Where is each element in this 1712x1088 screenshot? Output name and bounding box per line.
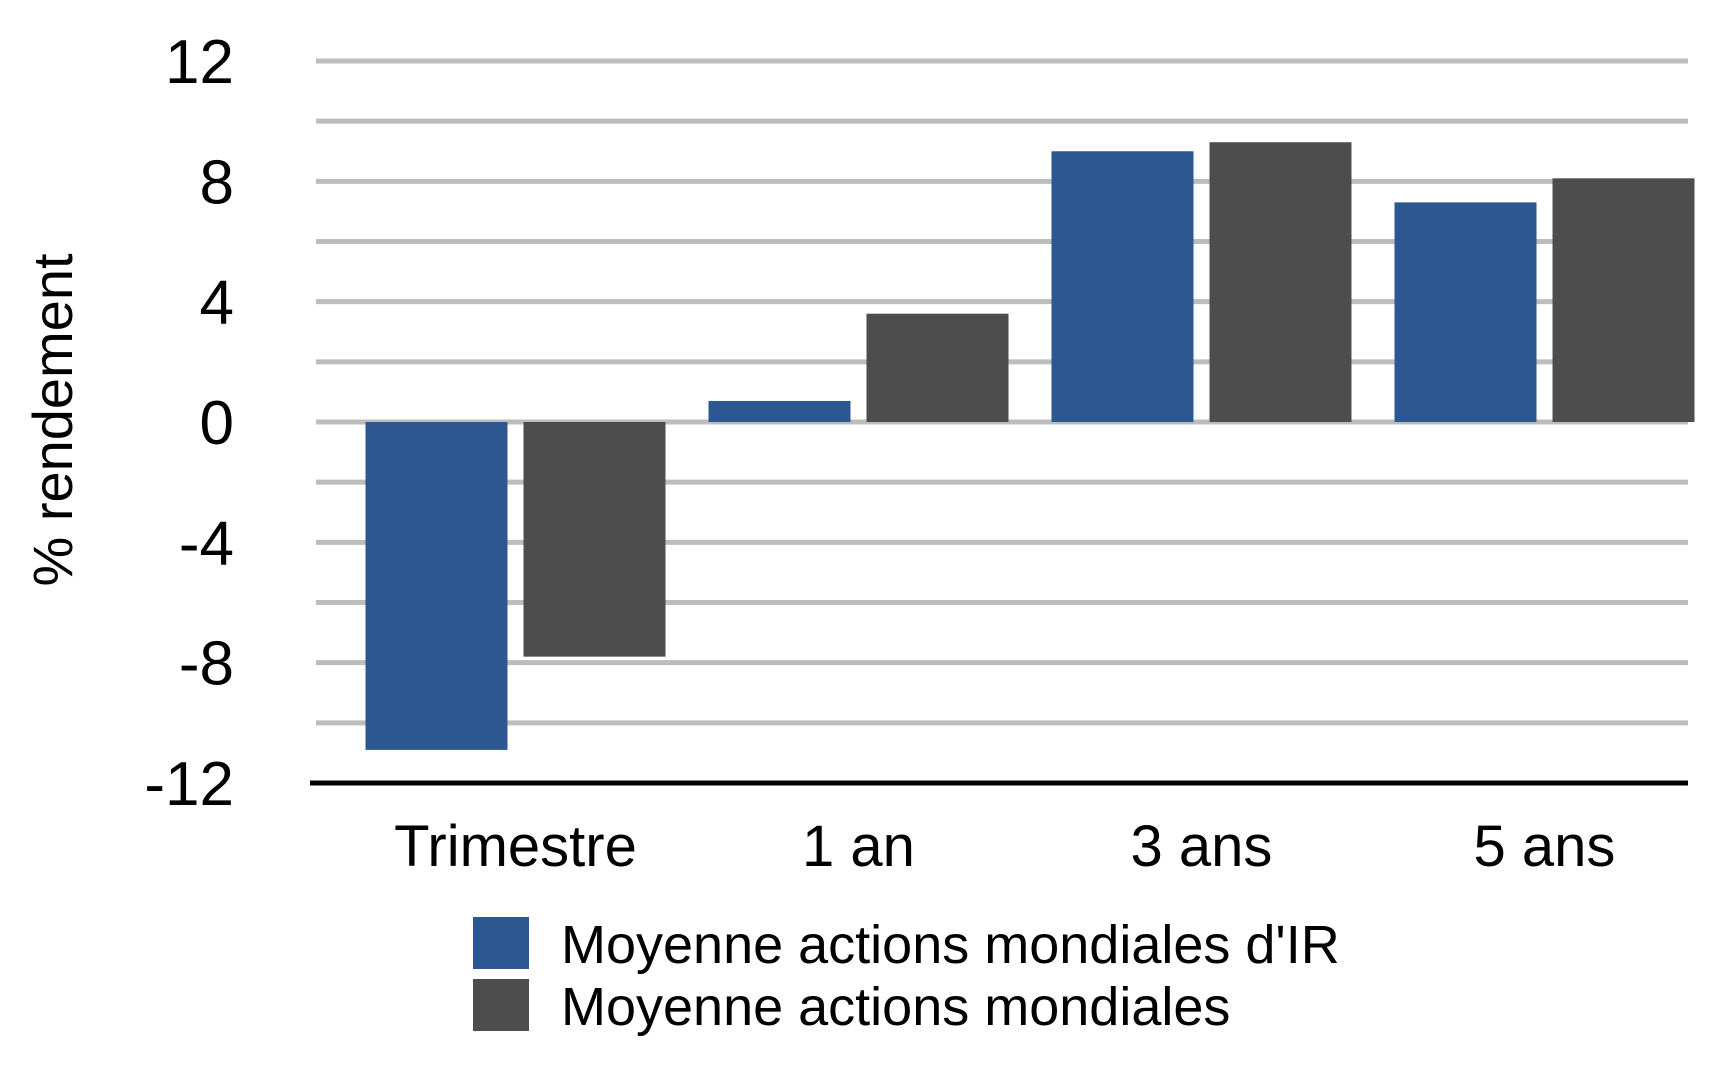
legend-label: Moyenne actions mondiales d'IR (561, 915, 1340, 975)
y-tick-label: 0 (200, 389, 234, 458)
bar (866, 313, 1009, 422)
y-axis-ticks: 12 8 4 0 -4 -8 -12 (144, 28, 234, 819)
legend-label: Moyenne actions mondiales (561, 977, 1230, 1037)
y-tick-label: 12 (165, 28, 234, 97)
bar (365, 422, 508, 750)
y-tick-label: 4 (200, 269, 234, 338)
bar (523, 422, 666, 657)
bar (1552, 178, 1695, 422)
bar (1209, 142, 1352, 422)
bar (1394, 202, 1537, 422)
bar (708, 400, 851, 422)
legend-swatch (473, 917, 529, 969)
x-category-label: 5 ans (1474, 814, 1616, 879)
legend-swatch (473, 979, 529, 1031)
y-tick-label: -8 (179, 630, 234, 699)
y-tick-label: -4 (179, 509, 234, 578)
y-tick-label: -12 (144, 750, 234, 819)
y-tick-label: 8 (200, 148, 234, 217)
x-category-label: 3 ans (1131, 814, 1273, 879)
bar (1051, 151, 1194, 422)
x-category-label: 1 an (802, 814, 915, 879)
x-category-label: Trimestre (394, 814, 637, 879)
bars (365, 142, 1695, 750)
x-axis-categories: Trimestre 1 an 3 ans 5 ans (394, 814, 1615, 879)
y-axis-title: % rendement (21, 253, 84, 587)
